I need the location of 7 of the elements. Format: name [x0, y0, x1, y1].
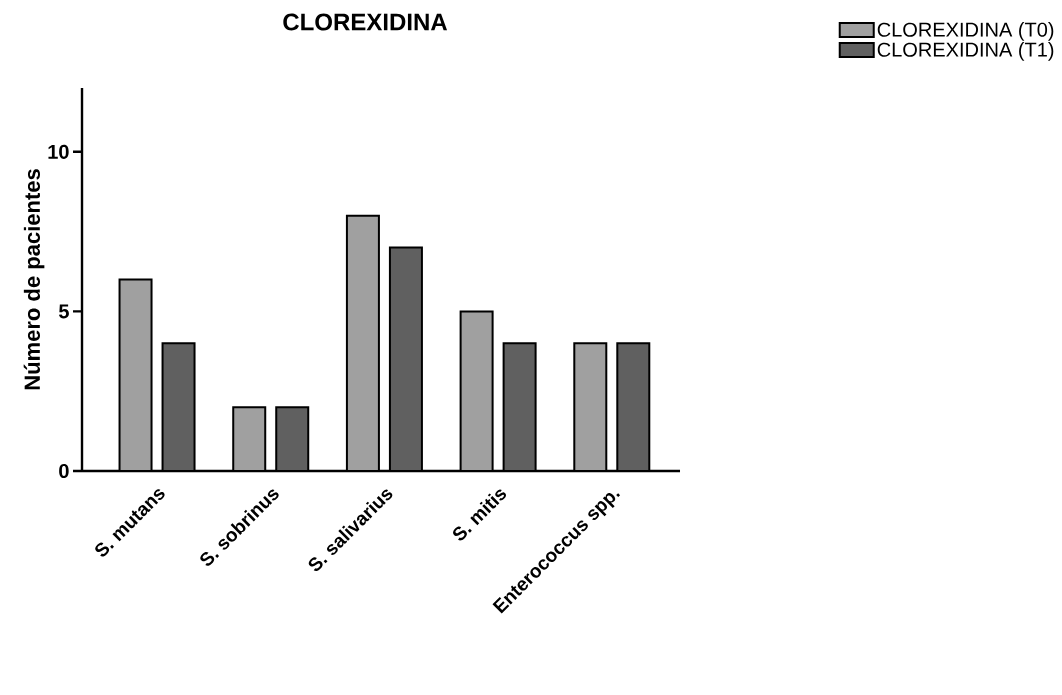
chart-title: CLOREXIDINA: [283, 13, 448, 31]
y-tick-label: 10: [48, 144, 69, 159]
y-tick-label: 0: [59, 463, 69, 479]
legend-label: CLOREXIDINA (T0): [877, 22, 1054, 41]
y-axis-title: Número de pacientes: [23, 169, 45, 390]
y-tick-label: 5: [58, 304, 69, 319]
legend-label: CLOREXIDINA (T1): [877, 42, 1054, 61]
